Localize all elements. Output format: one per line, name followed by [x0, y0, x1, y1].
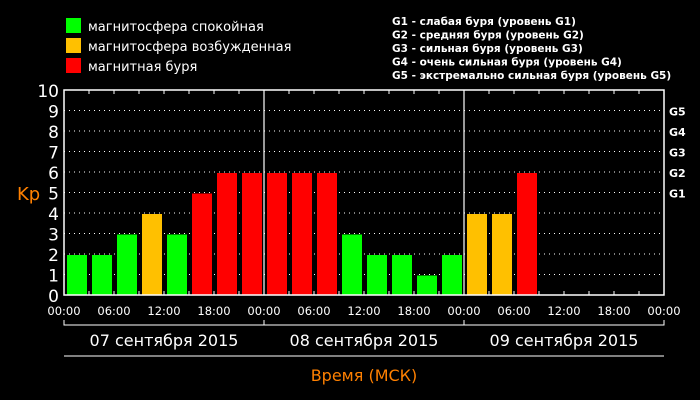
- x-tick-label: 06:00: [497, 304, 530, 318]
- y-tick-label: 8: [48, 123, 59, 143]
- y-tick-label: 4: [48, 205, 59, 225]
- kp-bar: [192, 193, 212, 295]
- x-tick-label: 12:00: [147, 304, 180, 318]
- legend-label: магнитная буря: [88, 60, 197, 75]
- g-legend-item: G5 - экстремально сильная буря (уровень …: [392, 70, 671, 82]
- y-tick-label: 10: [37, 82, 59, 102]
- y-tick-label: 0: [48, 287, 59, 307]
- kp-bar: [467, 214, 487, 295]
- kp-bar: [267, 173, 287, 295]
- kp-bar: [342, 234, 362, 295]
- legend-swatch: [66, 18, 81, 33]
- y-tick-label: 2: [48, 246, 59, 266]
- legend-swatch: [66, 58, 81, 73]
- x-axis-label: Время (МСК): [311, 366, 418, 385]
- g-level-label: G1: [669, 188, 686, 201]
- y-tick-label: 9: [48, 103, 59, 123]
- x-tick-label: 00:00: [247, 304, 280, 318]
- x-tick-label: 00:00: [447, 304, 480, 318]
- legend-swatch: [66, 38, 81, 53]
- x-tick-label: 00:00: [647, 304, 680, 318]
- kp-bar: [517, 173, 537, 295]
- g-level-label: G4: [669, 126, 686, 139]
- day-label: 09 сентября 2015: [490, 331, 639, 350]
- g-level-label: G2: [669, 167, 686, 180]
- g-legend-item: G4 - очень сильная буря (уровень G4): [392, 57, 622, 69]
- kp-bar: [367, 255, 387, 295]
- y-tick-label: 6: [48, 164, 59, 184]
- kp-bar: [317, 173, 337, 295]
- kp-bar: [167, 234, 187, 295]
- x-tick-label: 06:00: [97, 304, 130, 318]
- legend-label: магнитосфера возбужденная: [88, 40, 291, 55]
- kp-bar: [217, 173, 237, 295]
- kp-bar: [417, 275, 437, 295]
- kp-bar: [117, 234, 137, 295]
- x-tick-label: 18:00: [397, 304, 430, 318]
- kp-bar: [442, 255, 462, 295]
- x-tick-label: 18:00: [597, 304, 630, 318]
- g-legend-item: G1 - слабая буря (уровень G1): [392, 16, 576, 28]
- kp-bar: [67, 255, 87, 295]
- kp-bar: [492, 214, 512, 295]
- x-tick-label: 06:00: [297, 304, 330, 318]
- legend-label: магнитосфера спокойная: [88, 20, 264, 35]
- y-tick-label: 1: [48, 267, 59, 287]
- x-tick-label: 18:00: [197, 304, 230, 318]
- kp-bar: [292, 173, 312, 295]
- x-tick-label: 12:00: [547, 304, 580, 318]
- kp-bar: [92, 255, 112, 295]
- kp-bar: [242, 173, 262, 295]
- day-bracket: [463, 320, 665, 326]
- g-legend-item: G3 - сильная буря (уровень G3): [392, 43, 583, 55]
- kp-bar: [142, 214, 162, 295]
- g-legend-item: G2 - средняя буря (уровень G2): [392, 30, 584, 42]
- g-level-label: G3: [669, 147, 686, 160]
- x-tick-label: 12:00: [347, 304, 380, 318]
- y-axis-label: Kp: [17, 184, 40, 205]
- day-bracket: [63, 320, 265, 326]
- y-tick-label: 5: [48, 185, 59, 205]
- kp-bar: [392, 255, 412, 295]
- day-label: 08 сентября 2015: [290, 331, 439, 350]
- y-tick-label: 3: [48, 226, 59, 246]
- x-tick-label: 00:00: [47, 304, 80, 318]
- y-tick-label: 7: [48, 144, 59, 164]
- g-level-label: G5: [669, 106, 686, 119]
- day-label: 07 сентября 2015: [90, 331, 239, 350]
- day-bracket: [263, 320, 465, 326]
